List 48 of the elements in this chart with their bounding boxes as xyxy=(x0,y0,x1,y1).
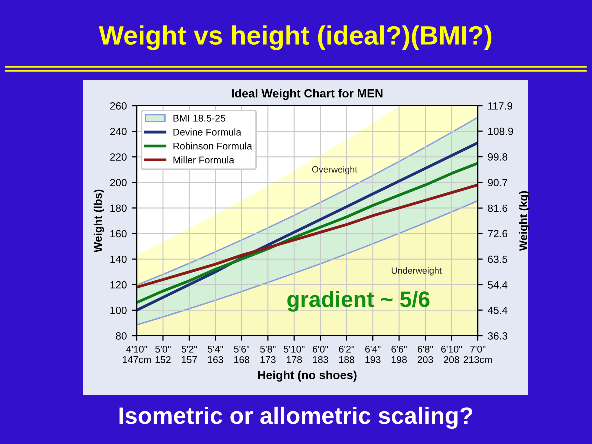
y-tick-label: 80 xyxy=(116,332,127,340)
x-tick-label: 5'0" 152 xyxy=(156,346,171,364)
x-tick-label: 5'6" 168 xyxy=(234,346,250,364)
annotation: gradient ~ 5/6 xyxy=(288,291,430,312)
y-tick-label: 160 xyxy=(110,230,127,238)
x-tick-label: 6'8" 203 xyxy=(418,346,434,364)
x-tick-label: 5'2" 157 xyxy=(182,346,198,364)
y-tick-label: 140 xyxy=(110,256,127,264)
y2-tick-label: 54.4 xyxy=(488,282,508,289)
x-tick-label: 6'10" 208 xyxy=(442,346,462,364)
x-tick-label: 5'10" 178 xyxy=(284,346,305,364)
x-tick-label: 4'10" 147cm xyxy=(123,346,151,364)
annotation: Overweight xyxy=(312,166,358,175)
y2-tick-label: 72.6 xyxy=(488,230,508,238)
y2-tick-label: 36.3 xyxy=(488,332,508,340)
y-tick-label: 240 xyxy=(110,128,127,136)
y2-tick-label: 117.9 xyxy=(488,102,513,110)
x-tick-label: 5'4" 163 xyxy=(208,346,224,364)
line-series xyxy=(137,184,478,289)
text: Isometric or allometric scaling? xyxy=(120,406,472,430)
y2-tick-label: 90.7 xyxy=(488,179,508,187)
y-axis-title: Weight (lbs) xyxy=(94,190,104,253)
x-tick-label: 6'0" 183 xyxy=(313,346,328,364)
y2-axis-title: Weight (kg) xyxy=(519,191,530,252)
y-tick-label: 180 xyxy=(110,204,127,212)
x-tick-label: 6'4" 193 xyxy=(366,346,381,364)
annotation: Underweight xyxy=(392,267,442,276)
y-tick-label: 220 xyxy=(110,154,127,161)
y2-tick-label: 63.5 xyxy=(488,256,508,264)
x-tick-label: 6'6" 198 xyxy=(392,346,407,364)
y2-tick-label: 108.9 xyxy=(488,128,514,136)
y2-tick-label: 99.8 xyxy=(488,154,508,161)
y-tick-label: 120 xyxy=(110,281,127,289)
legend-label: Miller Formula xyxy=(174,156,235,164)
legend-label: Robinson Formula xyxy=(174,142,252,150)
x-tick-label: 7'0" 213cm xyxy=(464,346,492,364)
y-tick-label: 260 xyxy=(110,102,127,110)
y2-tick-label: 81.6 xyxy=(488,204,508,212)
legend-label: Devine Formula xyxy=(174,128,242,136)
x-axis-title: Height (no shoes) xyxy=(258,370,357,382)
y2-tick-label: 45.4 xyxy=(488,306,508,314)
chart-title: Weight vs height (ideal?)(BMI?) xyxy=(99,26,492,50)
y-tick-label: 200 xyxy=(110,179,127,187)
legend-label: BMI 18.5-25 xyxy=(174,115,226,122)
x-tick-label: 6'2" 188 xyxy=(339,346,355,364)
y-tick-label: 100 xyxy=(110,306,127,314)
x-tick-label: 5'8" 173 xyxy=(260,346,276,364)
chart-subtitle: Ideal Weight Chart for MEN xyxy=(232,89,383,100)
